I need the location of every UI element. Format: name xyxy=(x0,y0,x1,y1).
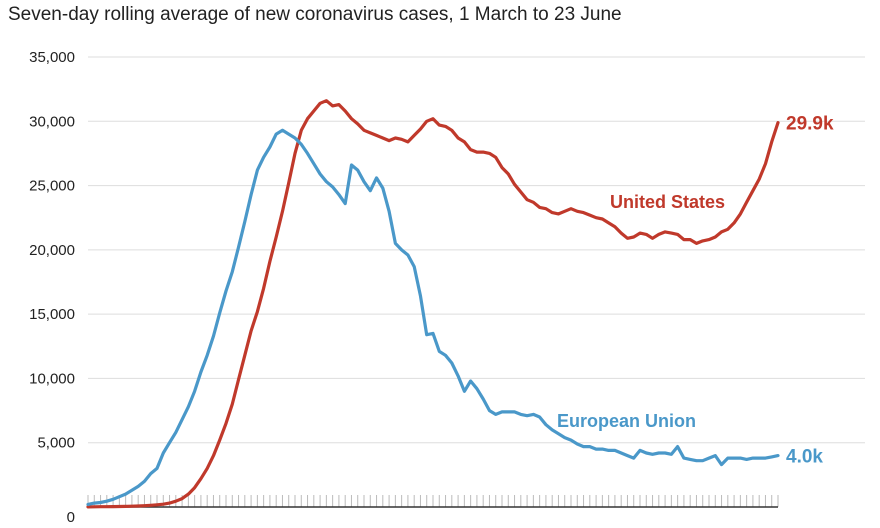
series-labels: United States 29.9k European Union 4.0k xyxy=(557,114,834,468)
y-axis-tick-labels: 0 5,000 10,000 15,000 20,000 25,000 30,000 35,0… xyxy=(29,49,75,526)
x-axis-ticks xyxy=(87,495,779,507)
chart-title: Seven-day rolling average of new coronav… xyxy=(8,4,622,25)
y-tick-label: 5,000 xyxy=(37,435,75,452)
series-line-european-union xyxy=(86,128,780,506)
gridlines xyxy=(88,56,865,444)
y-tick-label: 30,000 xyxy=(29,113,75,130)
y-tick-label: 20,000 xyxy=(29,242,75,259)
series-name-label: European Union xyxy=(557,411,696,431)
series-end-value-label: 4.0k xyxy=(786,447,823,468)
series-name-label: United States xyxy=(610,192,725,212)
y-tick-label: 15,000 xyxy=(29,306,75,323)
series-lines xyxy=(86,99,780,509)
y-tick-label: 10,000 xyxy=(29,370,75,387)
y-tick-label: 25,000 xyxy=(29,178,75,195)
series-end-value-label: 29.9k xyxy=(786,114,834,135)
series-line-united-states xyxy=(86,99,780,509)
y-tick-label: 0 xyxy=(67,509,75,526)
y-tick-label: 35,000 xyxy=(29,49,75,66)
